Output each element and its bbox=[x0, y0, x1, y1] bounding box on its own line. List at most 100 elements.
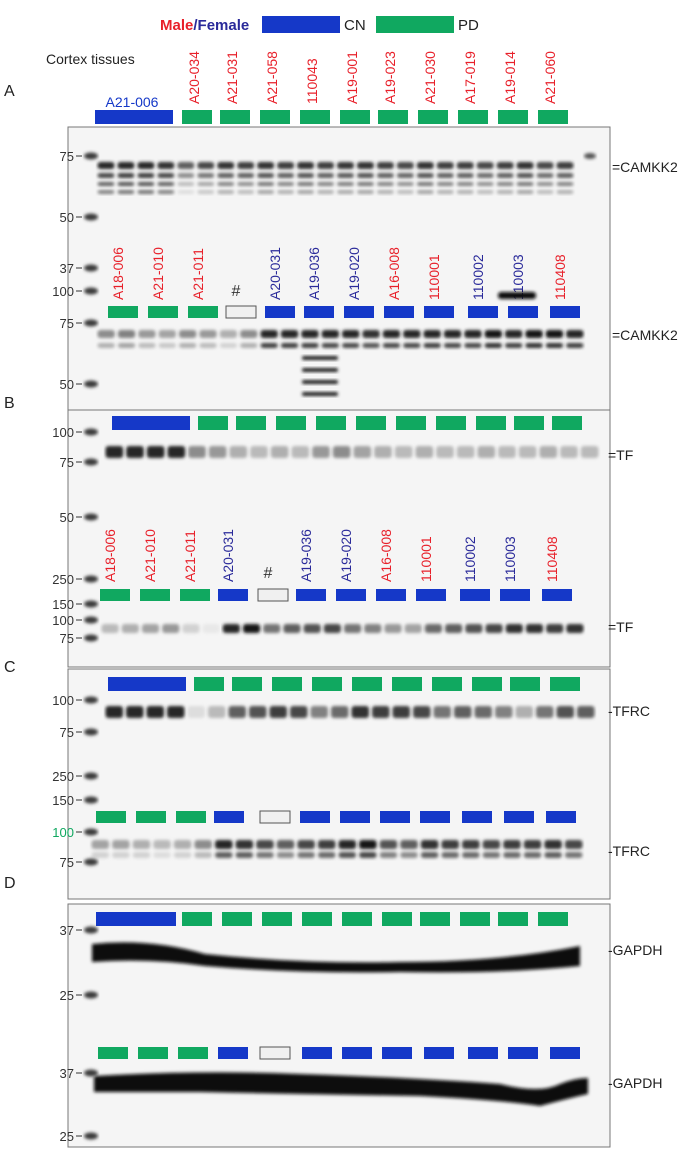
blot-b1-ladder-band bbox=[84, 458, 98, 466]
blot-c2-bar-pd bbox=[176, 811, 206, 823]
subtitle: Cortex tissues bbox=[46, 51, 135, 67]
blot-c2-bar-cn bbox=[504, 811, 534, 823]
blot-b2-band bbox=[505, 624, 523, 633]
blot-c2b-band bbox=[276, 852, 295, 858]
blot-d2-bar-cn bbox=[218, 1047, 248, 1059]
blot-b2-marker-label: 75 bbox=[60, 631, 74, 646]
blot-d2-bar-pd bbox=[98, 1047, 128, 1059]
blot-c2b-band bbox=[420, 852, 439, 858]
blot-a2-band bbox=[97, 330, 115, 338]
blot-a2-ladder-band bbox=[84, 319, 98, 327]
blot-b1-band bbox=[394, 446, 413, 458]
blot-a2-target-label: =CAMKK2 bbox=[612, 327, 678, 343]
blot-c1-marker-label: 100 bbox=[52, 693, 74, 708]
blot-a1-ladder-right bbox=[584, 153, 596, 159]
blot-c1-target-label: -TFRC bbox=[608, 703, 650, 719]
blot-c2b-band bbox=[132, 852, 151, 858]
blot-b2-band bbox=[546, 624, 564, 633]
blot-a2-band bbox=[240, 330, 258, 338]
blot-c2-bar-cn bbox=[380, 811, 410, 823]
blot-a2-smear-band bbox=[302, 356, 338, 360]
blot-a1c-band bbox=[476, 182, 494, 186]
blot-c1-ladder-band bbox=[84, 696, 98, 704]
blot-a1b-band bbox=[456, 173, 474, 178]
blot-c2-band bbox=[132, 840, 151, 849]
blot-b1-band bbox=[436, 446, 454, 458]
blot-b1-band bbox=[312, 446, 330, 458]
blot-d2-bar-empty bbox=[259, 1046, 291, 1060]
blot-a2-bar-cn bbox=[344, 306, 374, 318]
blot-b2-bar-pd bbox=[100, 589, 130, 601]
blot-b2-band bbox=[485, 624, 503, 633]
blot-a1-band bbox=[456, 162, 474, 169]
blot-a1-ladder-band bbox=[84, 213, 98, 221]
blot-b2-ladder-band bbox=[84, 600, 98, 608]
blot-a1c-band bbox=[137, 182, 155, 186]
blot-c2b-band bbox=[153, 852, 171, 858]
blot-b1-ladder-band bbox=[84, 513, 98, 521]
blot-c1-band bbox=[187, 706, 205, 718]
blot-b2-band bbox=[121, 624, 139, 633]
blot-a1-band bbox=[476, 162, 494, 169]
blot-a2-marker-label: 75 bbox=[60, 316, 74, 331]
blot-b2-sample-label: 110002 bbox=[462, 536, 478, 582]
blot-a1-band bbox=[416, 162, 434, 169]
blot-b2-sample-label: A21-010 bbox=[142, 529, 158, 582]
blot-d1-band bbox=[92, 942, 580, 973]
blot-a2b-band bbox=[158, 343, 176, 348]
blot-a1c-band bbox=[456, 182, 474, 186]
blot-a2-band bbox=[505, 330, 523, 338]
blot-a2-band bbox=[484, 330, 502, 338]
blot-b2-band bbox=[242, 624, 261, 633]
blot-a2-band bbox=[301, 330, 319, 338]
blot-b1-target-label: =TF bbox=[608, 447, 633, 463]
blot-c2b-band bbox=[462, 852, 480, 858]
blot-a1-sample-label: A19-023 bbox=[382, 51, 398, 104]
blot-a1d-band bbox=[516, 190, 534, 194]
blot-c1-ladder-band bbox=[84, 728, 98, 736]
blot-b2-marker-label: 100 bbox=[52, 613, 74, 628]
blot-a2-band bbox=[362, 330, 380, 338]
blot-c1-bar-pd bbox=[194, 677, 224, 691]
blot-a1b-band bbox=[356, 173, 374, 178]
blot-a2-band bbox=[321, 330, 339, 338]
blot-c2-target-label: -TFRC bbox=[608, 843, 650, 859]
legend-female: Female bbox=[198, 17, 250, 34]
blot-c1-bar-pd bbox=[312, 677, 342, 691]
blot-a2-smear-band bbox=[302, 380, 338, 384]
blot-d2-bar-cn bbox=[382, 1047, 412, 1059]
blot-c2-band bbox=[215, 840, 233, 849]
blot-c1-bar-pd bbox=[272, 677, 302, 691]
blot-a1-ladder-band bbox=[84, 264, 98, 272]
blot-c2b-band bbox=[297, 852, 315, 858]
blot-a1c-band bbox=[197, 182, 215, 186]
blot-a2-sample-label: 110002 bbox=[470, 254, 486, 300]
blot-a1d-band bbox=[356, 190, 374, 194]
blot-a1c-band bbox=[356, 182, 374, 186]
blot-c2b-band bbox=[112, 852, 130, 858]
blot-c2-band bbox=[91, 840, 110, 849]
blot-a1-bar-pd bbox=[498, 110, 528, 124]
blot-c2-ladder-band bbox=[84, 828, 98, 836]
blot-c2-band bbox=[256, 840, 274, 849]
blot-a1-band bbox=[177, 162, 195, 169]
blot-b2-band bbox=[263, 624, 281, 633]
blot-a1-band bbox=[197, 162, 215, 169]
blot-b1-bar-pd bbox=[236, 416, 266, 430]
blot-a1b-band bbox=[376, 173, 394, 178]
blot-b1-bar-pd bbox=[514, 416, 544, 430]
blot-a1d-band bbox=[337, 190, 354, 194]
blot-c1-band bbox=[105, 706, 123, 718]
blot-a1-bar-pd bbox=[418, 110, 448, 124]
blot-a2-band bbox=[566, 330, 584, 338]
blot-b1-bar-pd bbox=[396, 416, 426, 430]
blot-b1-band bbox=[518, 446, 537, 458]
blot-a1c-band bbox=[237, 182, 255, 186]
blot-d2-marker-label: 37 bbox=[60, 1066, 74, 1081]
blot-c1-band bbox=[228, 706, 246, 718]
blot-b2-target-label: =TF bbox=[608, 619, 633, 635]
panel-letter-b: B bbox=[4, 395, 15, 412]
blot-b1-band bbox=[580, 446, 599, 458]
blot-a2b-band bbox=[484, 343, 502, 348]
